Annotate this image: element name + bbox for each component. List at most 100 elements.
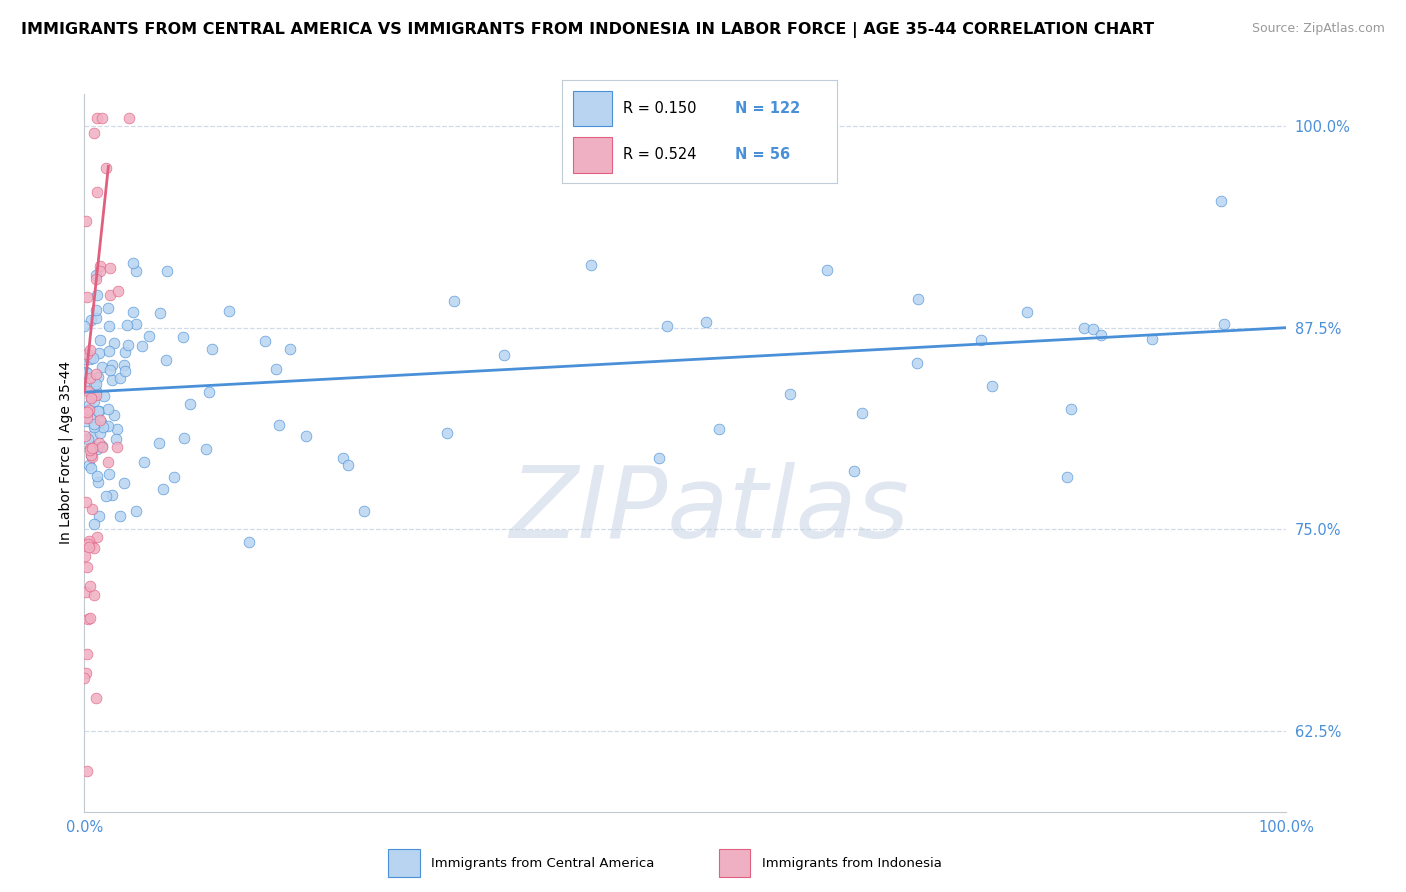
Point [79,458,101,472]
Point [75,352,97,367]
Point [264,362,287,376]
Point [86,530,108,544]
Point [96,402,118,417]
Point [98,260,121,275]
Point [84,384,107,398]
Point [238,534,260,549]
Point [1209,194,1232,208]
Point [709,422,731,436]
Point [80,391,103,405]
Point [1081,321,1104,335]
Point [83,516,105,531]
Point [492,348,515,362]
Point [94,490,117,504]
Point [779,386,801,401]
Point [969,333,991,347]
Point [98,363,121,377]
Point [86,185,108,199]
Point [101,488,124,502]
Point [80,502,103,516]
Point [76,290,98,304]
Point [125,317,148,331]
Point [86,468,108,483]
Point [89,259,111,273]
Point [905,356,928,370]
Text: R = 0.150: R = 0.150 [623,101,696,116]
Point [131,339,153,353]
Point [83,417,105,431]
Point [132,454,155,468]
Point [73,318,96,333]
Point [79,343,101,358]
Point [90,415,112,429]
Point [80,460,103,475]
Point [149,306,172,320]
Point [86,376,108,391]
Point [87,370,110,384]
Point [125,264,148,278]
Point [76,764,98,779]
Point [269,418,291,433]
Point [108,371,131,385]
Point [981,378,1004,392]
Point [79,351,101,366]
Point [79,579,101,593]
Point [101,358,124,372]
Point [93,389,115,403]
Point [80,450,103,464]
Point [1140,332,1163,346]
Point [1073,321,1095,335]
Point [91,111,114,125]
Point [83,441,105,455]
Point [91,439,114,453]
Point [152,483,174,497]
Point [91,420,114,434]
Point [76,347,98,361]
Point [105,422,128,436]
Point [815,262,838,277]
Point [89,426,111,441]
Point [90,440,112,454]
Point [76,366,98,380]
Point [353,504,375,518]
Point [97,344,120,359]
Point [1017,305,1039,319]
Point [97,455,120,469]
Point [80,441,103,455]
Text: R = 0.524: R = 0.524 [623,147,696,162]
Point [436,425,458,440]
Point [156,264,179,278]
Point [83,393,105,408]
Point [83,541,105,556]
Point [179,397,201,411]
Point [75,585,97,599]
Point [79,442,101,456]
Point [84,302,107,317]
Point [1056,469,1078,483]
Point [83,126,105,140]
Point [907,292,929,306]
Point [278,342,301,356]
Point [97,318,120,333]
Point [115,318,138,333]
Text: N = 56: N = 56 [735,147,790,162]
Point [75,414,97,428]
Point [82,351,104,365]
Point [122,305,145,319]
Point [89,404,111,418]
Point [86,403,108,417]
Point [86,691,108,706]
Point [195,442,218,457]
Point [97,301,120,316]
Bar [574,91,612,127]
Text: Immigrants from Indonesia: Immigrants from Indonesia [762,856,942,870]
Point [80,448,103,462]
Point [80,390,103,404]
Point [86,268,108,283]
Point [73,671,96,685]
Point [76,612,98,626]
Point [107,284,129,298]
Point [79,371,101,385]
Point [77,541,100,555]
Point [80,313,103,327]
